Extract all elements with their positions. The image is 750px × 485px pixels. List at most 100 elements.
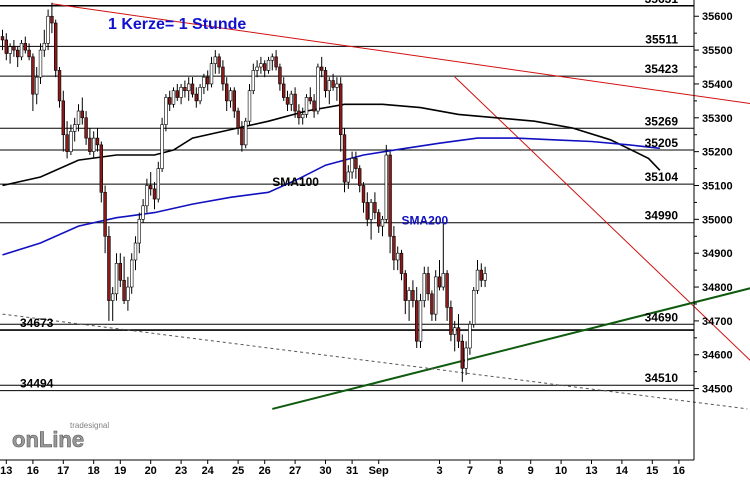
- candle-body: [305, 97, 308, 114]
- x-tick-label: 7: [467, 465, 473, 477]
- candle-body: [81, 111, 84, 118]
- candle-body: [389, 155, 392, 236]
- level-label: 35423: [645, 62, 679, 76]
- x-tick-label: 13: [0, 465, 12, 477]
- candle-body: [393, 236, 396, 260]
- candle-body: [54, 23, 57, 70]
- candle-body: [298, 111, 301, 118]
- candle-body: [434, 277, 437, 314]
- candle-body: [127, 287, 130, 301]
- level-label: 35631: [645, 0, 679, 6]
- candle-body: [472, 290, 475, 324]
- candle-body: [431, 294, 434, 314]
- candle-body: [385, 155, 388, 219]
- candle-body: [210, 64, 213, 84]
- candle-body: [96, 138, 99, 145]
- candle-body: [347, 172, 350, 182]
- candle-body: [317, 67, 320, 111]
- candle-body: [28, 50, 31, 57]
- candle-body: [92, 138, 95, 152]
- candle-body: [187, 84, 190, 91]
- candle-body: [366, 202, 369, 219]
- x-tick-label: 16: [27, 465, 39, 477]
- candle-body: [108, 236, 111, 300]
- candle-body: [343, 135, 346, 182]
- candle-body: [320, 67, 323, 70]
- x-tick-label: 16: [673, 465, 685, 477]
- level-label: 35511: [645, 32, 678, 46]
- candle-body: [142, 206, 145, 220]
- candle-body: [115, 263, 118, 293]
- sma-annotation: SMA100: [272, 175, 319, 189]
- candle-body: [248, 91, 251, 121]
- candle-body: [271, 57, 274, 60]
- candle-body: [66, 135, 69, 152]
- candle-body: [168, 97, 171, 104]
- candle-body: [336, 84, 339, 87]
- level-label: 35269: [645, 114, 679, 128]
- candle-body: [225, 84, 228, 101]
- level-label: 34690: [645, 310, 679, 324]
- candle-body: [377, 213, 380, 227]
- candle-body: [469, 324, 472, 348]
- candle-body: [157, 169, 160, 199]
- x-tick-label: 14: [616, 465, 629, 477]
- candle-body: [438, 277, 441, 287]
- candle-body: [32, 57, 35, 94]
- candle-body: [199, 87, 202, 101]
- candle-body: [362, 185, 365, 202]
- y-tick-label: 34600: [702, 350, 733, 362]
- candle-body: [206, 77, 209, 84]
- candle-body: [180, 87, 183, 97]
- candle-body: [453, 328, 456, 335]
- candle-body: [214, 57, 217, 64]
- candle-body: [480, 270, 483, 280]
- candle-body: [324, 70, 327, 90]
- candle-body: [404, 274, 407, 301]
- x-tick-label: 19: [114, 465, 126, 477]
- candle-body: [85, 118, 88, 138]
- candle-body: [374, 202, 377, 212]
- candle-body: [256, 67, 259, 70]
- level-label: 34510: [645, 371, 679, 385]
- level-label: 34673: [20, 316, 54, 330]
- candle-body: [476, 270, 479, 290]
- candle-body: [301, 114, 304, 117]
- candle-body: [267, 60, 270, 70]
- candle-body: [20, 43, 23, 57]
- candle-body: [191, 84, 194, 94]
- y-tick-label: 35300: [702, 113, 733, 125]
- candle-body: [381, 219, 384, 226]
- candle-body: [89, 138, 92, 152]
- x-tick-label: 8: [497, 465, 503, 477]
- candle-body: [260, 64, 263, 67]
- candle-body: [442, 274, 445, 288]
- y-tick-label: 34500: [702, 384, 733, 396]
- level-label: 35205: [645, 136, 679, 150]
- x-tick-label: 13: [585, 465, 597, 477]
- candle-body: [70, 131, 73, 151]
- y-tick-label: 35600: [702, 11, 733, 23]
- candle-body: [450, 307, 453, 334]
- watermark-logo: tradesignal onLine: [10, 421, 109, 452]
- candle-body: [51, 16, 54, 23]
- candle-body: [218, 57, 221, 67]
- x-tick-label: 10: [555, 465, 567, 477]
- x-tick-label: 26: [259, 465, 271, 477]
- candle-body: [153, 189, 156, 199]
- y-tick-label: 34700: [702, 316, 733, 328]
- candle-body: [275, 57, 278, 67]
- x-tick-label: 15: [646, 465, 658, 477]
- x-tick-label: 23: [175, 465, 187, 477]
- candle-body: [419, 301, 422, 342]
- candle-body: [351, 158, 354, 172]
- candle-body: [400, 253, 403, 273]
- candle-body: [339, 84, 342, 135]
- candle-body: [427, 274, 430, 294]
- x-tick-label: 18: [88, 465, 100, 477]
- candle-body: [408, 290, 411, 300]
- candle-body: [412, 290, 415, 300]
